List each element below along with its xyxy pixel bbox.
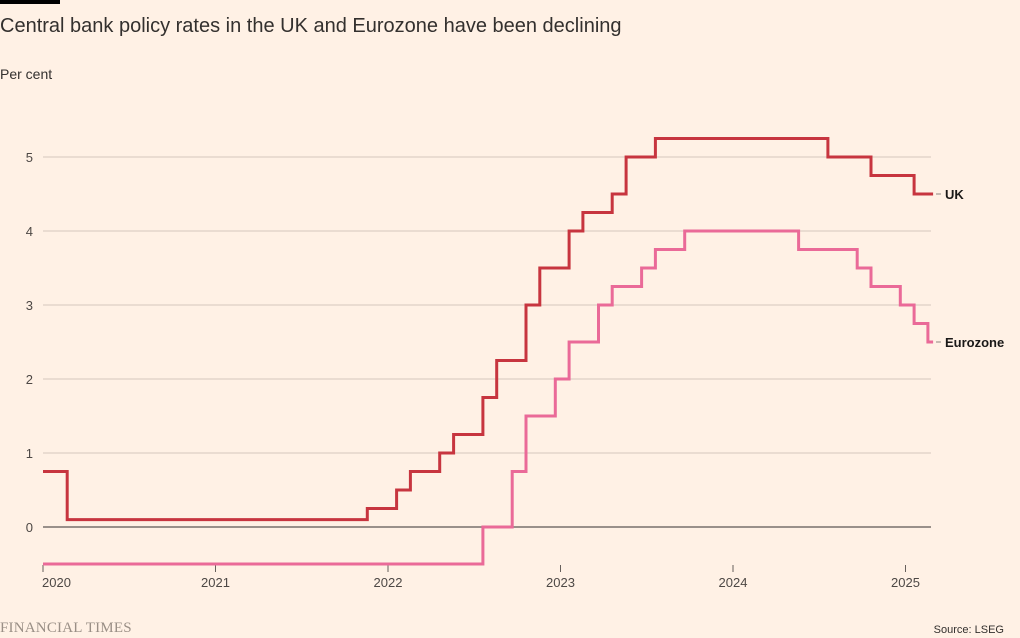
series-label-eurozone: Eurozone	[945, 335, 1004, 350]
x-tick-label-2024: 2024	[719, 575, 748, 590]
y-tick-label-4: 4	[26, 224, 33, 239]
y-tick-label-3: 3	[26, 298, 33, 313]
series-lines	[43, 137, 934, 566]
source-note: Source: LSEG	[933, 624, 1004, 636]
grid-lines	[43, 156, 931, 528]
y-tick-label-5: 5	[26, 150, 33, 165]
x-tick-label-2023: 2023	[546, 575, 575, 590]
y-tick-label-1: 1	[26, 446, 33, 461]
y-tick-label-2: 2	[26, 372, 33, 387]
ft-logo: FINANCIAL TIMES	[0, 620, 132, 636]
series-labels: UK Eurozone	[936, 187, 1004, 350]
y-axis-unit-label: Per cent	[0, 66, 53, 82]
x-tick-label-2021: 2021	[201, 575, 230, 590]
x-tick-label-2025: 2025	[891, 575, 920, 590]
x-tick-label-2022: 2022	[374, 575, 403, 590]
x-tick-label-2020: 2020	[42, 575, 71, 590]
y-tick-label-0: 0	[26, 520, 33, 535]
brand-bar	[0, 0, 60, 4]
axis-ticks: 0 1 2 3 4 5 2020 2021 2022 2023 2024 2025	[26, 150, 920, 590]
series-label-uk: UK	[945, 187, 964, 202]
series-line-eurozone	[43, 229, 934, 566]
chart-title: Central bank policy rates in the UK and …	[0, 15, 622, 37]
series-line-uk	[43, 137, 934, 522]
